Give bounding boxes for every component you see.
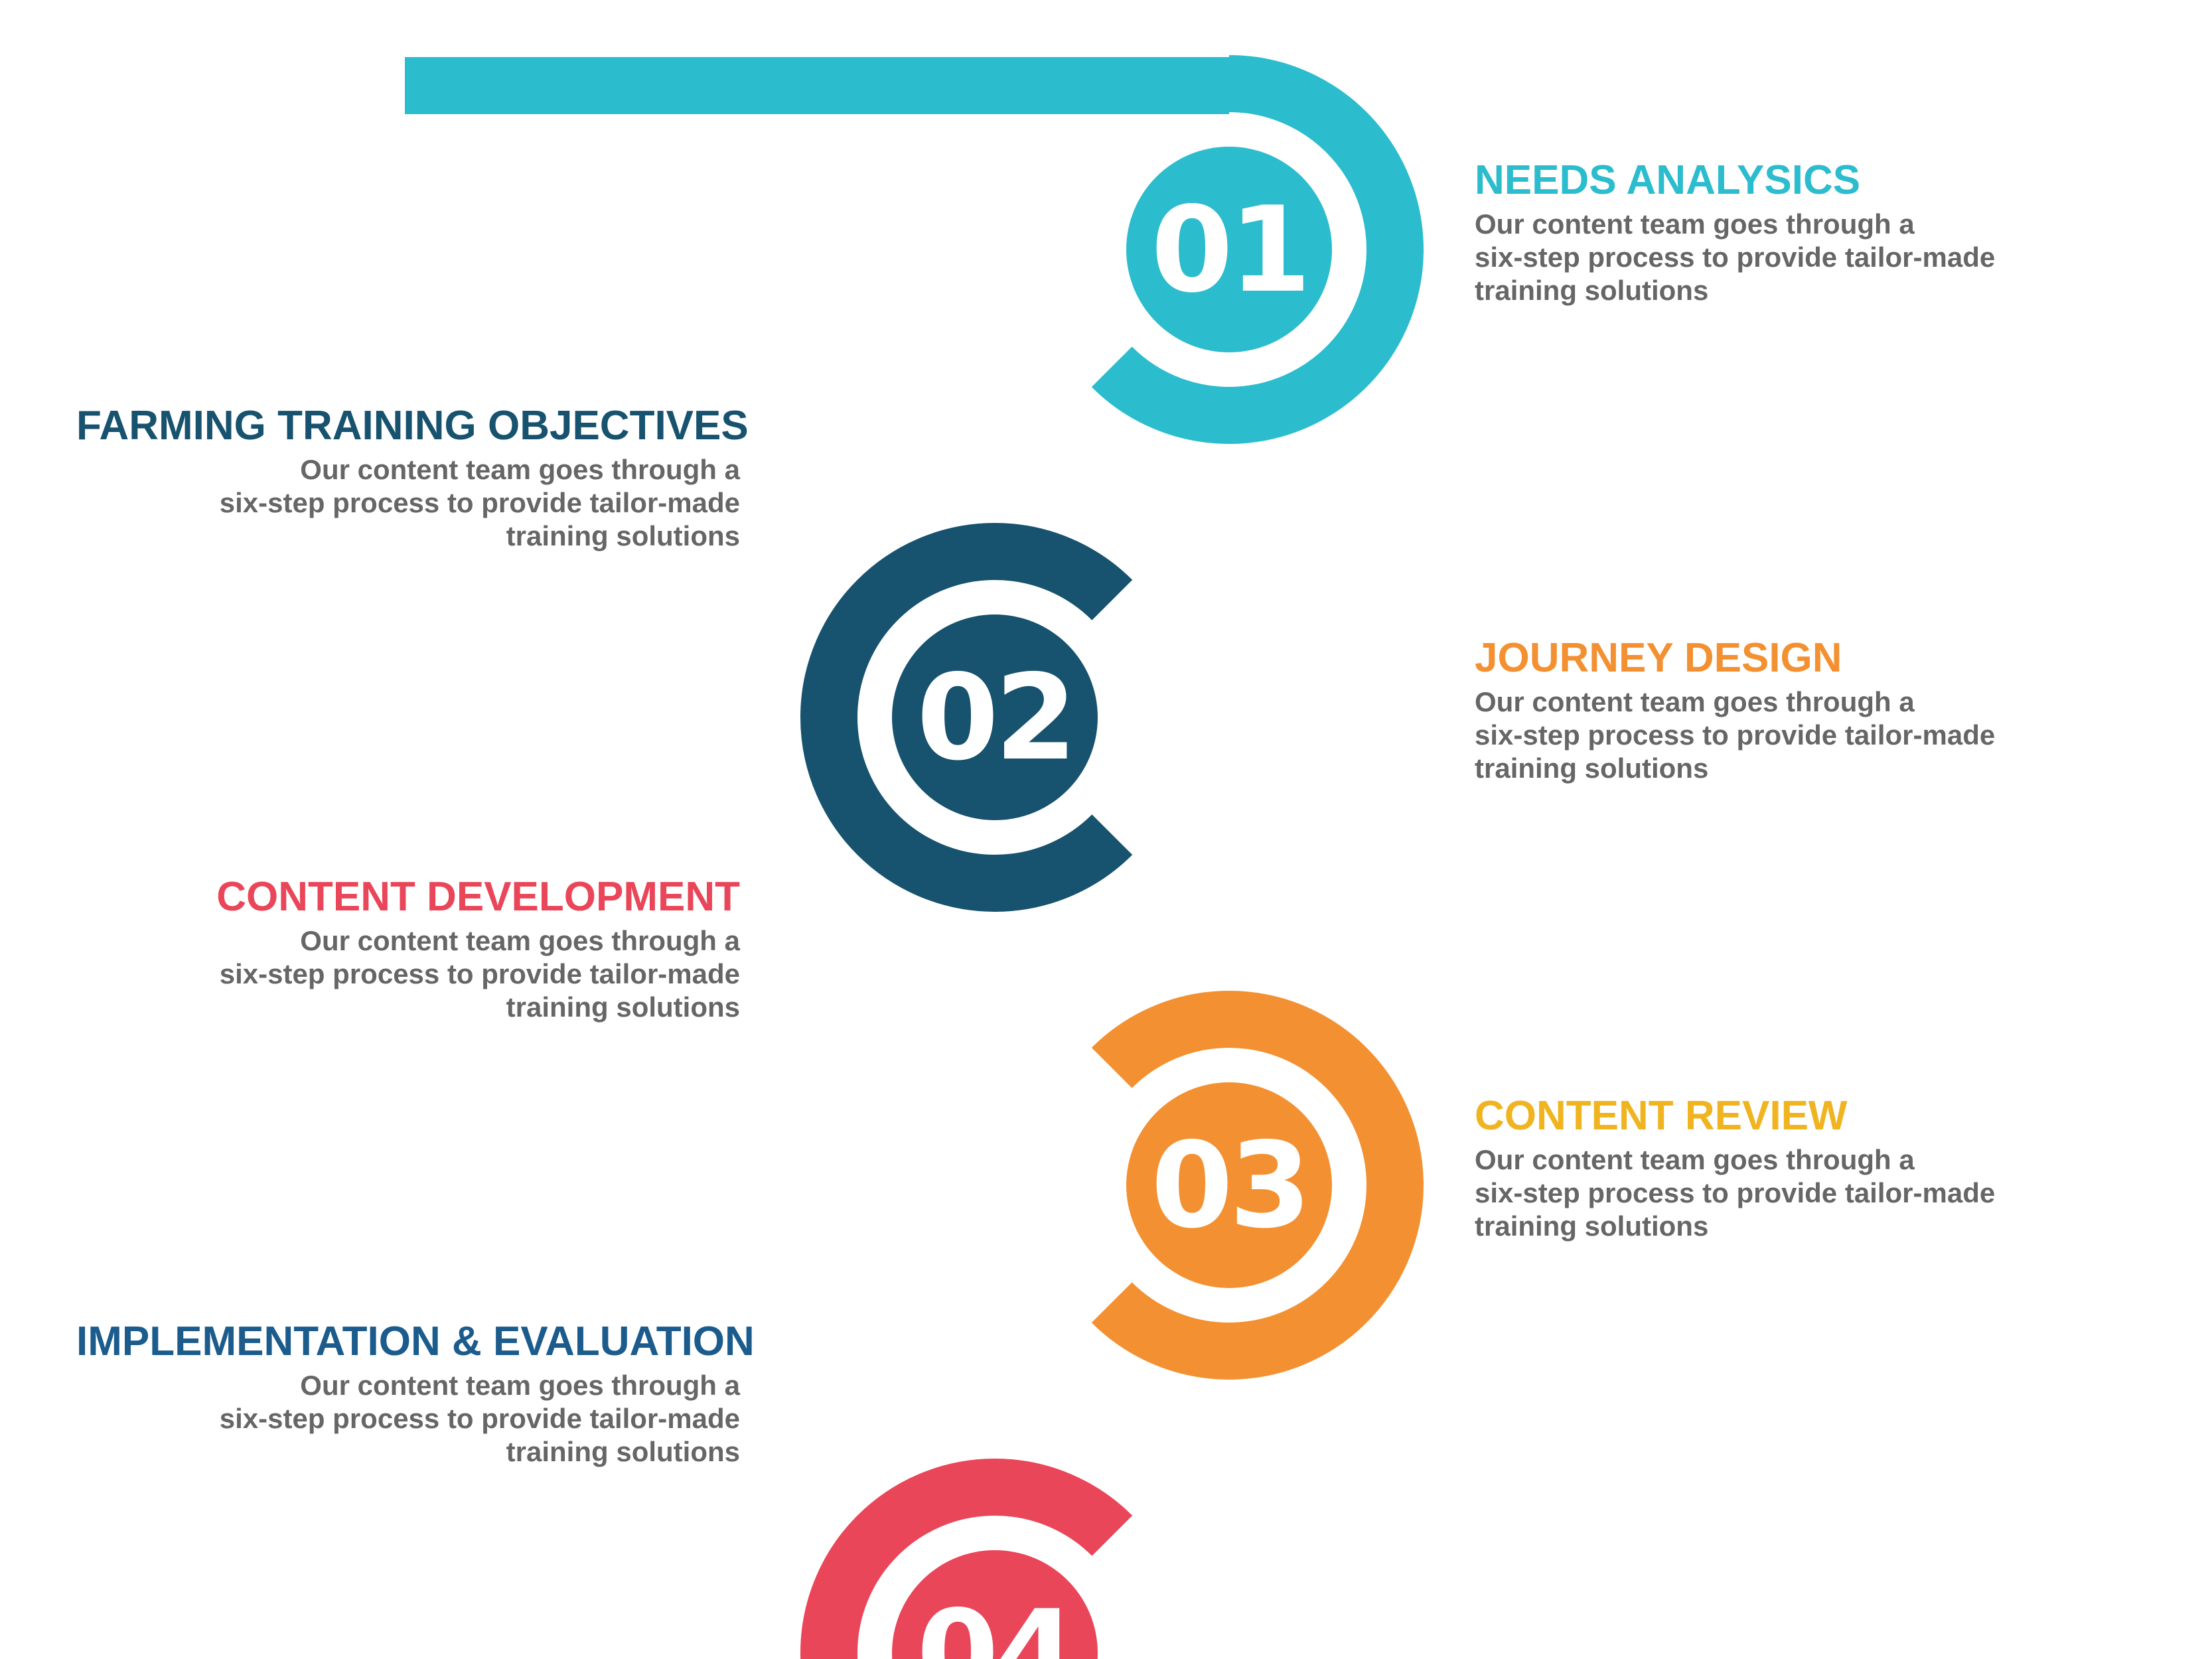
step-01-title: NEEDS ANALYSICS	[1475, 157, 1861, 203]
step-04-badge: 04	[892, 1550, 1098, 1659]
step-03-badge: 03	[1126, 1082, 1332, 1288]
step-02-badge-circle	[892, 614, 1098, 820]
step-02-title: FARMING TRAINING OBJECTIVES	[76, 403, 749, 449]
step-03-description: Our content team goes through a six-step…	[1475, 686, 1996, 784]
step-05-text: CONTENT REVIEW Our content team goes thr…	[1475, 1092, 2138, 1243]
step-03-title: JOURNEY DESIGN	[1475, 635, 1842, 681]
step-02-ring	[800, 523, 1133, 912]
step-03-ring	[1091, 991, 1424, 1380]
step-06-description: Our content team goes through a six-step…	[219, 1370, 740, 1467]
step-05-title: CONTENT REVIEW	[1475, 1093, 1848, 1139]
step-04-badge-circle	[892, 1550, 1098, 1659]
step-02-number: 02	[917, 649, 1073, 786]
step-03-badge-circle	[1126, 1082, 1332, 1288]
step-03-text: JOURNEY DESIGN Our content team goes thr…	[1475, 634, 2138, 785]
step-01-description: Our content team goes through a six-step…	[1475, 208, 1996, 306]
step-04-text: CONTENT DEVELOPMENT Our content team goe…	[76, 873, 740, 1024]
step-05-description: Our content team goes through a six-step…	[1475, 1144, 1996, 1242]
step-02-text: FARMING TRAINING OBJECTIVES Our content …	[76, 401, 749, 553]
step-04-title: CONTENT DEVELOPMENT	[216, 874, 740, 920]
step-03-number: 03	[1151, 1117, 1307, 1254]
step-04-description: Our content team goes through a six-step…	[219, 925, 740, 1023]
step-02-badge: 02	[892, 614, 1098, 820]
step-01-badge-circle	[1126, 147, 1332, 352]
step-06-title: IMPLEMENTATION & EVALUATION	[76, 1319, 755, 1364]
step-01-text: NEEDS ANALYSICS Our content team goes th…	[1475, 156, 2138, 307]
step-06-text: IMPLEMENTATION & EVALUATION Our content …	[76, 1317, 755, 1469]
step-04-ring	[800, 1459, 1133, 1659]
step-01-ring	[1091, 55, 1424, 444]
step-02-description: Our content team goes through a six-step…	[219, 454, 740, 551]
step-01-badge: 01	[1126, 147, 1332, 352]
step-04-number: 04	[917, 1585, 1073, 1659]
step-01-number: 01	[1151, 181, 1307, 319]
